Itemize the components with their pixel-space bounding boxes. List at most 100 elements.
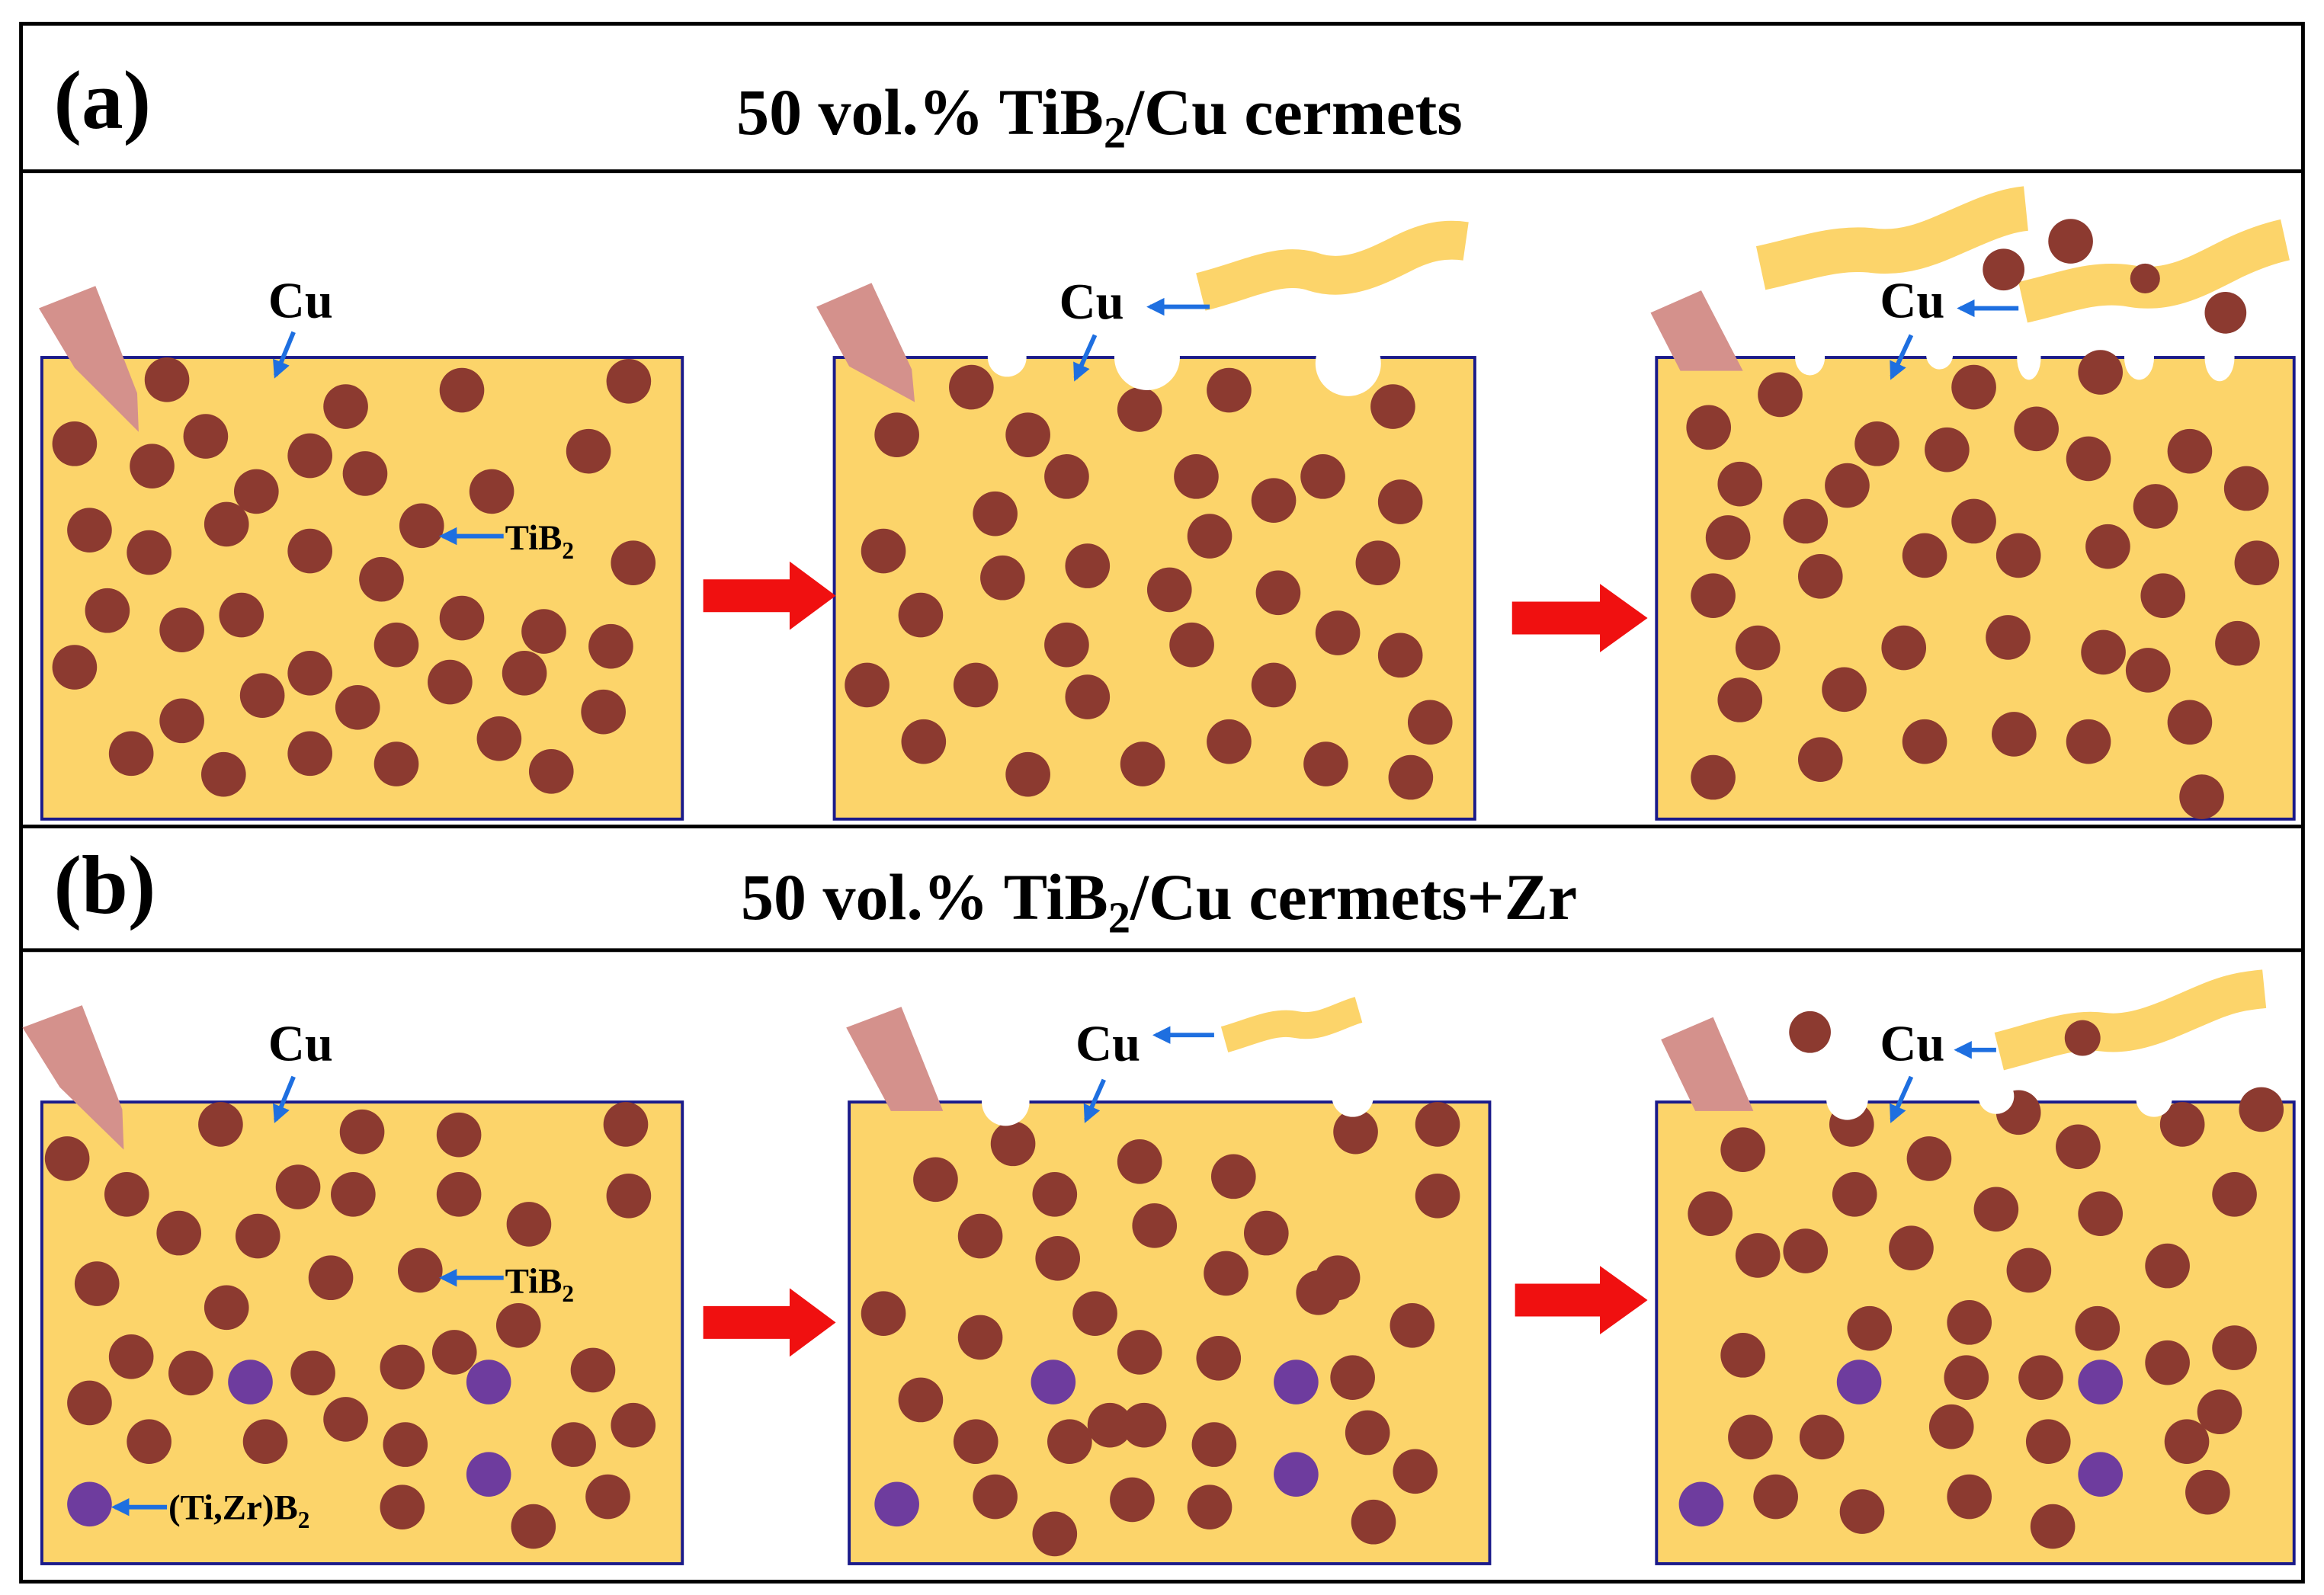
tib2-particle: [431, 1330, 477, 1375]
tib2-particle: [183, 414, 229, 459]
tib2-particle: [67, 1380, 112, 1426]
tib2-particle: [1415, 1173, 1460, 1219]
tizrb2-particle: [2078, 1452, 2123, 1497]
tib2-particle: [1174, 454, 1219, 499]
cu-label: Cu: [1075, 1016, 1140, 1071]
tib2-particle: [436, 1112, 482, 1158]
cu-label: Cu: [268, 273, 333, 328]
tib2-particle: [1902, 533, 1947, 578]
tib2-particle: [1902, 719, 1947, 764]
tib2-particle: [2145, 1243, 2190, 1289]
tib2-particle: [1300, 454, 1345, 499]
tib2-particle: [603, 1102, 649, 1147]
tib2-particle: [1928, 1404, 1974, 1449]
cu-label: Cu: [268, 1016, 333, 1071]
tib2-particle: [1822, 667, 1867, 713]
tib2-particle: [506, 1202, 552, 1247]
tib2-particle: [1035, 1236, 1081, 1281]
tib2-particle: [1132, 1203, 1178, 1248]
tib2-particle: [1121, 1402, 1167, 1448]
tib2-particle: [1705, 515, 1751, 560]
tib2-particle: [380, 1485, 425, 1530]
tib2-particle: [1333, 1109, 1378, 1155]
label-pointer: [1890, 1075, 1914, 1123]
tib2-particle: [1758, 372, 1803, 418]
tib2-particle: [44, 1136, 90, 1181]
matrix-box-a-stage-3: [1655, 356, 2296, 821]
tib2-particle: [2239, 1087, 2284, 1132]
tib2-particle: [913, 1157, 958, 1203]
tib2-particle: [2066, 719, 2111, 764]
tib2-particle: [2078, 1191, 2123, 1237]
label-subscript: 2: [562, 537, 574, 564]
tib2-particle: [2075, 1305, 2120, 1351]
tib2-particle: [1691, 754, 1736, 800]
tib2-particle: [85, 588, 130, 633]
tib2-particle: [1345, 1410, 1390, 1456]
tib2-particle: [1688, 1191, 1733, 1237]
tib2-particle: [1120, 741, 1165, 786]
tib2-particle: [1072, 1291, 1117, 1336]
tib2-particle: [1204, 1251, 1249, 1296]
tib2-particle: [198, 1102, 243, 1147]
tib2-particle: [521, 609, 566, 654]
tib2-particle: [980, 555, 1025, 601]
indenter-tool: [22, 1005, 124, 1150]
process-arrow: [1511, 584, 1648, 652]
tib2-particle: [2197, 1389, 2242, 1434]
tib2-particle: [1243, 1210, 1289, 1256]
surface-pit: [1114, 325, 1180, 391]
tib2-particle: [359, 556, 404, 602]
indenter-tool: [1650, 290, 1743, 371]
surface-pit: [2136, 1081, 2172, 1117]
indenter-tool: [816, 283, 915, 402]
tib2-particle: [2056, 1124, 2101, 1170]
tib2-particle: [52, 645, 98, 690]
tizrb2-particle: [67, 1481, 112, 1527]
tib2-particle: [439, 595, 485, 641]
tib2-particle: [290, 1350, 335, 1396]
tib2-particle: [159, 698, 204, 744]
tib2-particle: [861, 528, 906, 574]
panel-a-title: 50 vol.% TiB2/Cu cermets: [736, 75, 1463, 158]
tib2-particle: [1839, 1489, 1885, 1534]
tib2-particle: [502, 651, 547, 696]
tib2-particle: [130, 444, 175, 488]
tib2-particle: [973, 491, 1018, 536]
tib2-particle: [2018, 1355, 2063, 1400]
tib2-particle: [1117, 1330, 1162, 1375]
surface-pit: [1826, 1078, 1868, 1120]
tib2-particle: [898, 1377, 944, 1423]
tib2-particle: [1255, 570, 1301, 616]
wear-chips: [1195, 186, 2290, 1071]
tib2-particle: [201, 751, 246, 797]
tib2-particle: [204, 501, 249, 547]
tib2-particle: [144, 357, 190, 402]
tizrb2-label: (Ti,Zr)B2: [168, 1488, 309, 1533]
tib2-particle: [469, 469, 514, 514]
tizrb2-particle: [466, 1360, 511, 1404]
tib2-particle: [1925, 427, 1970, 472]
surface-pit: [1332, 1075, 1374, 1117]
tib2-particle: [1087, 1402, 1133, 1448]
tib2-particle: [373, 741, 419, 786]
particle-layer: [44, 350, 2284, 1557]
tib2-particle: [1296, 1270, 1342, 1315]
tib2-particle: [436, 1171, 482, 1217]
detached-tib2-particle: [2130, 263, 2160, 293]
tib2-particle: [159, 607, 204, 652]
tib2-particle: [588, 623, 633, 669]
tib2-particle: [308, 1255, 354, 1301]
tib2-particle: [957, 1315, 1003, 1360]
tizrb2-particle: [874, 1481, 919, 1527]
tib2-particle: [1388, 754, 1434, 800]
figure-frame: [19, 21, 2305, 1584]
cu-chip: [1195, 220, 1469, 311]
tib2-particle: [1117, 1139, 1162, 1184]
tib2-particle: [1832, 1171, 1877, 1217]
tib2-particle: [953, 662, 999, 708]
tizrb2-particle: [1031, 1360, 1076, 1404]
title-text: /Cu cermets+Zr: [1130, 860, 1577, 934]
label-subscript: 2: [562, 1280, 574, 1307]
tib2-particle: [1415, 1102, 1460, 1147]
